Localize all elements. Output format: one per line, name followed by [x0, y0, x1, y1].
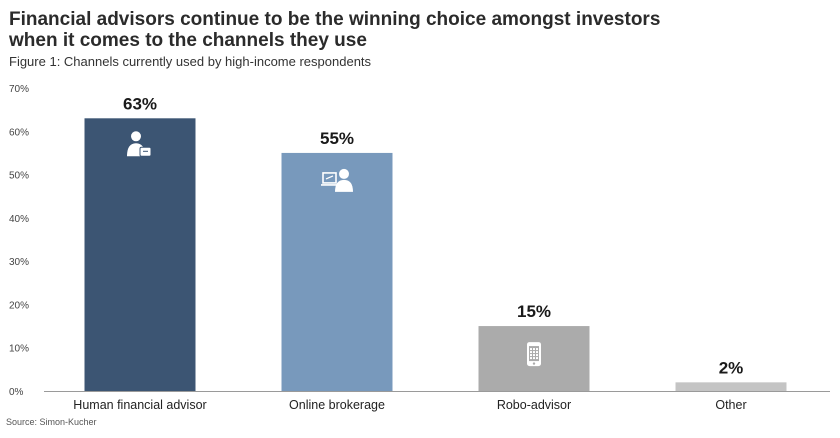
advisor-person-icon — [127, 131, 152, 157]
category-label: Online brokerage — [289, 398, 385, 412]
y-tick-label: 50% — [9, 171, 29, 182]
data-label: 63% — [123, 94, 157, 113]
data-label: 55% — [320, 129, 354, 148]
bar — [675, 382, 787, 391]
person-at-computer-icon — [321, 168, 353, 192]
y-tick-label: 0% — [9, 387, 24, 398]
y-tick-label: 60% — [9, 127, 29, 138]
source-note: Source: Simon-Kucher — [6, 417, 97, 427]
chart-title-line-1: Financial advisors continue to be the wi… — [9, 9, 661, 30]
y-tick-label: 40% — [9, 214, 29, 225]
category-label: Robo-advisor — [497, 398, 571, 412]
bar — [84, 118, 196, 392]
y-tick-label: 20% — [9, 300, 29, 311]
category-label: Human financial advisor — [73, 398, 206, 412]
bar — [281, 152, 393, 391]
y-tick-label: 70% — [9, 84, 29, 95]
data-label: 15% — [517, 302, 551, 321]
y-tick-label: 10% — [9, 344, 29, 355]
chart-title: Financial advisors continue to be the wi… — [9, 9, 829, 51]
chart-title-line-2: when it comes to the channels they use — [9, 30, 367, 51]
smartphone-icon — [527, 342, 541, 367]
y-tick-label: 30% — [9, 257, 29, 268]
chart-subtitle: Figure 1: Channels currently used by hig… — [9, 54, 372, 69]
data-label: 2% — [719, 358, 744, 377]
category-label: Other — [715, 398, 746, 412]
